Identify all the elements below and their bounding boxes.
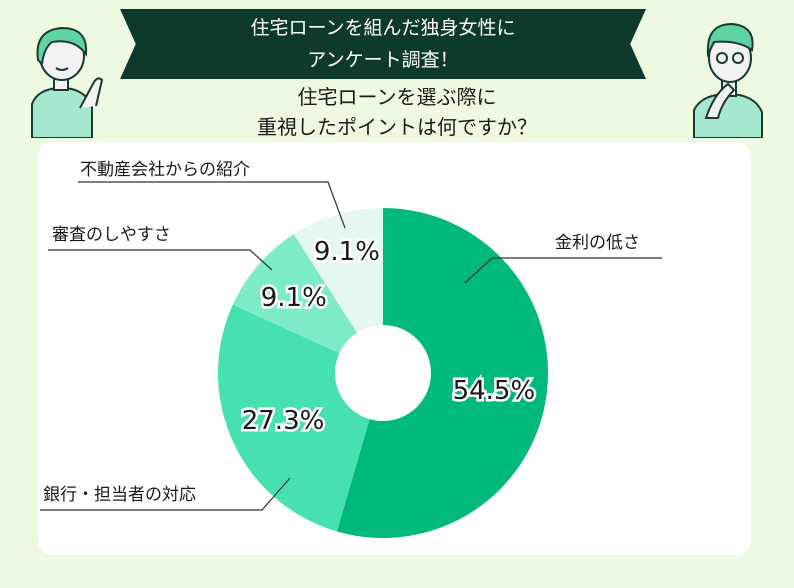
- category-label: 金利の低さ: [555, 233, 640, 253]
- slice-value-label: 9.1%: [261, 283, 327, 313]
- category-label: 審査のしやすさ: [52, 225, 171, 245]
- slice-value-label: 9.1%: [314, 237, 380, 267]
- banner-line-2: アンケート調査！: [307, 49, 459, 71]
- question-line-2: 重視したポイントは何ですか？: [257, 115, 537, 139]
- leader-line: [464, 257, 662, 284]
- question-line-1: 住宅ローンを選ぶ際に: [297, 85, 497, 109]
- leader-line: [78, 181, 346, 229]
- slice-value-label: 27.3%: [242, 406, 325, 436]
- man-thinking-illustration: [693, 22, 763, 138]
- leader-line: [40, 477, 291, 511]
- title-banner: 住宅ローンを組んだ独身女性に アンケート調査！: [120, 9, 646, 79]
- leader-line: [48, 249, 273, 271]
- donut-hole: [335, 325, 431, 421]
- category-label: 不動産会社からの紹介: [80, 160, 250, 180]
- category-label: 銀行・担当者の対応: [43, 485, 196, 505]
- survey-question: 住宅ローンを選ぶ際に 重視したポイントは何ですか？: [190, 82, 604, 142]
- woman-pointing-illustration: [31, 26, 104, 138]
- banner-line-1: 住宅ローンを組んだ独身女性に: [250, 17, 516, 39]
- pie-slice: [336, 208, 548, 538]
- slice-value-label: 54.5%: [453, 376, 536, 406]
